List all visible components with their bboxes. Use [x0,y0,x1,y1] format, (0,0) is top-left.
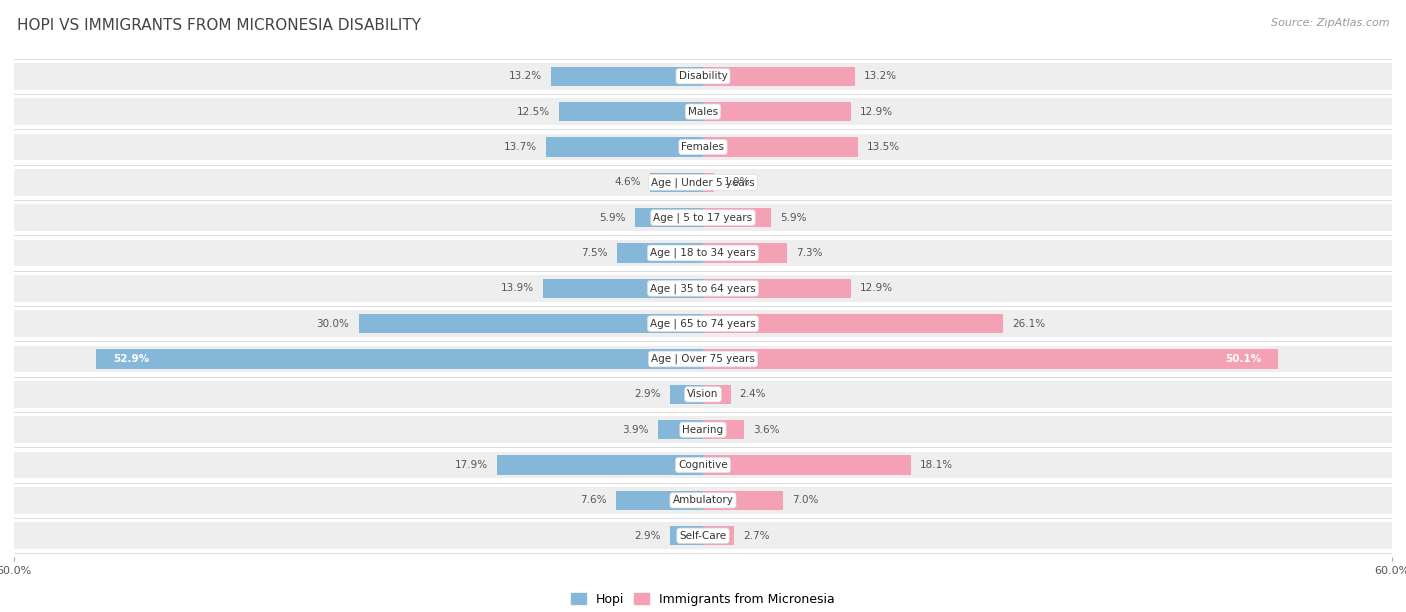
Bar [96,349,703,368]
Text: 52.9%: 52.9% [112,354,149,364]
Bar [14,98,1392,125]
Text: Self-Care: Self-Care [679,531,727,541]
Bar [636,208,703,228]
Bar [14,239,1392,266]
Bar [669,526,703,545]
Text: 2.7%: 2.7% [744,531,769,541]
Bar [616,491,703,510]
Text: 3.6%: 3.6% [754,425,780,435]
Text: 5.9%: 5.9% [599,212,626,223]
Bar [669,384,703,404]
Text: 13.2%: 13.2% [863,71,897,81]
Text: 13.5%: 13.5% [868,142,900,152]
Bar [703,243,787,263]
Text: 1.0%: 1.0% [724,177,749,187]
Bar [14,381,1392,408]
Bar [703,102,851,121]
Text: Age | 35 to 64 years: Age | 35 to 64 years [650,283,756,294]
Bar [543,278,703,298]
Bar [703,173,714,192]
Bar [14,522,1392,549]
Text: 13.2%: 13.2% [509,71,543,81]
Bar [703,314,1002,334]
Bar [650,173,703,192]
Text: Age | 65 to 74 years: Age | 65 to 74 years [650,318,756,329]
Text: Males: Males [688,106,718,117]
Text: 2.4%: 2.4% [740,389,766,400]
Bar [703,349,1278,368]
Bar [14,452,1392,479]
Text: 7.3%: 7.3% [796,248,823,258]
Text: Disability: Disability [679,71,727,81]
Text: 17.9%: 17.9% [456,460,488,470]
Text: Age | 5 to 17 years: Age | 5 to 17 years [654,212,752,223]
Bar [703,278,851,298]
Text: HOPI VS IMMIGRANTS FROM MICRONESIA DISABILITY: HOPI VS IMMIGRANTS FROM MICRONESIA DISAB… [17,18,420,34]
Text: 12.9%: 12.9% [860,106,893,117]
Bar [14,310,1392,337]
Text: 50.1%: 50.1% [1225,354,1261,364]
Bar [14,416,1392,443]
Text: 7.6%: 7.6% [581,495,606,506]
Text: 26.1%: 26.1% [1012,319,1045,329]
Text: 12.5%: 12.5% [517,106,550,117]
Text: Age | 18 to 34 years: Age | 18 to 34 years [650,248,756,258]
Bar [14,487,1392,514]
Text: 12.9%: 12.9% [860,283,893,293]
Text: 5.9%: 5.9% [780,212,807,223]
Text: Age | Over 75 years: Age | Over 75 years [651,354,755,364]
Bar [546,137,703,157]
Text: 13.9%: 13.9% [501,283,534,293]
Text: Source: ZipAtlas.com: Source: ZipAtlas.com [1271,18,1389,28]
Text: Cognitive: Cognitive [678,460,728,470]
Bar [703,455,911,475]
Text: 13.7%: 13.7% [503,142,537,152]
Bar [14,275,1392,302]
Bar [703,491,783,510]
Text: Vision: Vision [688,389,718,400]
Text: Hearing: Hearing [682,425,724,435]
Text: 2.9%: 2.9% [634,531,661,541]
Text: 18.1%: 18.1% [920,460,953,470]
Bar [14,169,1392,196]
Text: 7.5%: 7.5% [581,248,607,258]
Bar [703,137,858,157]
Bar [359,314,703,334]
Bar [703,208,770,228]
Text: Females: Females [682,142,724,152]
Text: Age | Under 5 years: Age | Under 5 years [651,177,755,187]
Text: 3.9%: 3.9% [623,425,650,435]
Bar [14,204,1392,231]
Text: Ambulatory: Ambulatory [672,495,734,506]
Bar [658,420,703,439]
Bar [14,63,1392,90]
Text: 2.9%: 2.9% [634,389,661,400]
Bar [703,67,855,86]
Legend: Hopi, Immigrants from Micronesia: Hopi, Immigrants from Micronesia [567,588,839,611]
Bar [551,67,703,86]
Bar [703,420,744,439]
Text: 4.6%: 4.6% [614,177,641,187]
Bar [498,455,703,475]
Bar [703,526,734,545]
Bar [14,346,1392,373]
Bar [560,102,703,121]
Bar [617,243,703,263]
Bar [703,384,731,404]
Bar [14,133,1392,160]
Text: 7.0%: 7.0% [793,495,818,506]
Text: 30.0%: 30.0% [316,319,349,329]
